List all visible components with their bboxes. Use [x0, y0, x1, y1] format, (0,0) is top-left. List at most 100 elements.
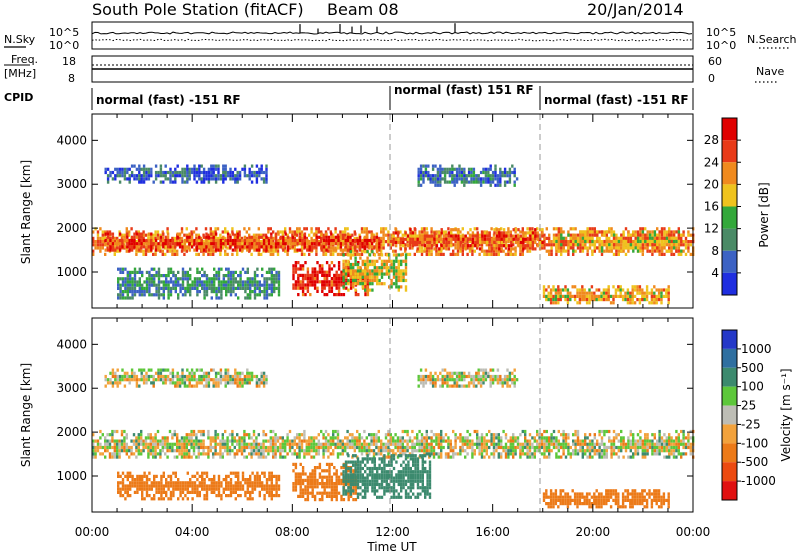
heatmap-cell: [299, 286, 302, 290]
heatmap-cell: [300, 449, 304, 453]
heatmap-cell: [253, 248, 256, 252]
heatmap-cell: [150, 235, 153, 239]
heatmap-cell: [665, 288, 668, 292]
heatmap-cell: [543, 240, 546, 244]
heatmap-cell: [644, 236, 647, 240]
heatmap-cell: [293, 452, 296, 456]
heatmap-cell: [509, 252, 512, 256]
heatmap-cell: [409, 228, 412, 232]
heatmap-cell: [417, 174, 420, 178]
heatmap-cell: [202, 233, 205, 237]
heatmap-cell: [394, 452, 397, 456]
heatmap-cell: [176, 252, 179, 256]
heatmap-cell: [344, 227, 347, 231]
heatmap-cell: [224, 164, 227, 168]
heatmap-cell: [303, 436, 306, 440]
heatmap-cell: [224, 170, 227, 175]
heatmap-cell: [293, 439, 296, 443]
heatmap-cell: [274, 455, 277, 459]
heatmap-cell: [483, 252, 486, 256]
heatmap-cell: [346, 238, 350, 243]
heatmap-cell: [660, 301, 663, 305]
heatmap-cell: [130, 164, 134, 168]
heatmap-cell: [370, 245, 374, 249]
heatmap-cell: [176, 235, 179, 239]
heatmap-cell: [517, 228, 520, 232]
heatmap-cell: [380, 240, 383, 244]
heatmap-cell: [145, 174, 148, 178]
heatmap-cell: [315, 227, 318, 231]
heatmap-cell: [397, 288, 400, 292]
heatmap-cell: [500, 227, 503, 231]
heatmap-cell: [162, 174, 165, 178]
heatmap-cell: [123, 445, 126, 450]
heatmap-cell: [225, 274, 228, 278]
heatmap-cell: [117, 277, 120, 281]
heatmap-cell: [116, 167, 119, 171]
heatmap-cell: [256, 293, 259, 297]
heatmap-cell: [252, 439, 256, 443]
heatmap-cell: [680, 236, 683, 240]
heatmap-cell: [617, 243, 621, 247]
heatmap-cell: [180, 240, 184, 244]
heatmap-cell: [626, 301, 630, 305]
heatmap-cell: [255, 245, 259, 249]
heatmap-cell: [622, 233, 625, 237]
heatmap-cell: [366, 266, 369, 270]
heatmap-cell: [411, 442, 414, 446]
heatmap-cell: [111, 177, 115, 181]
heatmap-cell: [195, 180, 199, 184]
heatmap-cell: [547, 294, 550, 298]
heatmap-cell: [231, 230, 234, 234]
heatmap-cell: [665, 230, 668, 234]
heatmap-cell: [227, 280, 230, 284]
heatmap-cell: [169, 277, 173, 281]
heatmap-cell: [147, 174, 151, 178]
heatmap-cell: [651, 252, 654, 256]
heatmap-cell: [600, 243, 604, 247]
heatmap-cell: [246, 286, 249, 290]
heatmap-cell: [470, 180, 473, 184]
heatmap-cell: [243, 242, 247, 246]
heatmap-cell: [294, 242, 297, 246]
heatmap-cell: [213, 267, 216, 271]
heatmap-cell: [92, 249, 95, 253]
heatmap-cell: [689, 233, 692, 237]
heatmap-cell: [228, 439, 232, 443]
heatmap-cell: [154, 439, 157, 443]
heatmap-cell: [104, 252, 107, 256]
heatmap-cell: [442, 439, 445, 443]
heatmap-cell: [154, 436, 157, 440]
heatmap-cell: [267, 439, 270, 443]
heatmap-cell: [557, 246, 561, 250]
heatmap-cell: [533, 439, 536, 443]
heatmap-cell: [471, 449, 474, 453]
heatmap-cell: [256, 267, 259, 271]
heatmap-cell: [277, 245, 280, 249]
heatmap-cell: [356, 282, 360, 286]
heatmap-cell: [294, 261, 298, 265]
heatmap-cell: [634, 230, 637, 234]
heatmap-cell: [341, 240, 344, 244]
heatmap-cell: [534, 234, 537, 238]
heatmap-cell: [169, 180, 172, 184]
heatmap-cell: [185, 233, 188, 237]
heatmap-cell: [453, 183, 456, 187]
heatmap-cell: [507, 227, 510, 231]
heatmap-cell: [129, 277, 132, 281]
heatmap-cell: [668, 239, 671, 244]
heatmap-cell: [533, 455, 536, 459]
heatmap-cell: [487, 170, 490, 175]
heatmap-cell: [502, 244, 506, 248]
heatmap-cell: [524, 452, 527, 456]
heatmap-cell: [399, 247, 403, 251]
heatmap-cell: [634, 246, 637, 250]
heatmap-cell: [430, 240, 433, 244]
heatmap-cell: [687, 249, 690, 253]
heatmap-cell: [519, 234, 523, 238]
heatmap-cell: [99, 246, 102, 250]
heatmap-cell: [377, 436, 380, 440]
heatmap-cell: [282, 242, 285, 246]
heatmap-cell: [262, 236, 265, 240]
heatmap-cell: [447, 247, 451, 251]
